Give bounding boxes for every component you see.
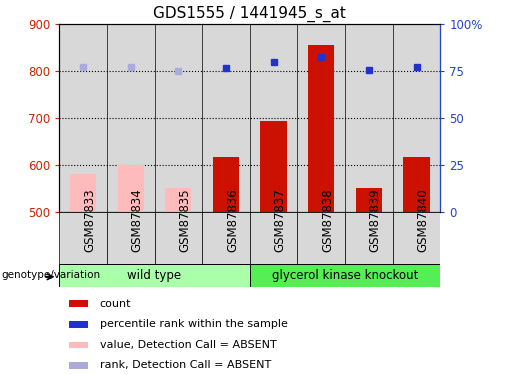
Bar	[69, 300, 88, 307]
Bar	[107, 212, 154, 264]
Bar	[250, 212, 297, 264]
Bar	[392, 212, 440, 264]
Bar	[70, 174, 96, 212]
Bar	[117, 165, 144, 212]
Text: GSM87836: GSM87836	[226, 188, 239, 252]
Text: genotype/variation: genotype/variation	[1, 270, 100, 279]
Bar	[250, 264, 440, 287]
Bar	[69, 342, 88, 348]
Bar	[261, 122, 287, 212]
Bar	[59, 212, 107, 264]
Bar	[356, 188, 382, 212]
Bar	[202, 212, 250, 264]
Text: GSM87833: GSM87833	[83, 188, 96, 252]
Text: rank, Detection Call = ABSENT: rank, Detection Call = ABSENT	[100, 360, 271, 370]
Text: count: count	[100, 298, 131, 309]
Title: GDS1555 / 1441945_s_at: GDS1555 / 1441945_s_at	[153, 5, 346, 22]
Bar	[69, 321, 88, 327]
Text: GSM87840: GSM87840	[417, 188, 430, 252]
Bar	[297, 24, 345, 212]
Bar	[308, 45, 334, 212]
Text: wild type: wild type	[127, 269, 182, 282]
Text: GSM87839: GSM87839	[369, 188, 382, 252]
Bar	[107, 24, 154, 212]
Bar	[59, 24, 107, 212]
Bar	[202, 24, 250, 212]
Bar	[345, 24, 392, 212]
Text: value, Detection Call = ABSENT: value, Detection Call = ABSENT	[100, 340, 277, 350]
Bar	[250, 24, 297, 212]
Text: GSM87834: GSM87834	[131, 188, 144, 252]
Bar	[213, 157, 239, 212]
Bar	[59, 264, 250, 287]
Bar	[154, 24, 202, 212]
Bar	[69, 362, 88, 369]
Text: GSM87838: GSM87838	[321, 188, 334, 252]
Text: glycerol kinase knockout: glycerol kinase knockout	[272, 269, 418, 282]
Text: GSM87835: GSM87835	[178, 188, 191, 252]
Bar	[403, 157, 430, 212]
Bar	[154, 212, 202, 264]
Bar	[297, 212, 345, 264]
Bar	[392, 24, 440, 212]
Text: GSM87837: GSM87837	[273, 188, 286, 252]
Text: percentile rank within the sample: percentile rank within the sample	[100, 319, 287, 329]
Bar	[165, 188, 192, 212]
Bar	[345, 212, 392, 264]
